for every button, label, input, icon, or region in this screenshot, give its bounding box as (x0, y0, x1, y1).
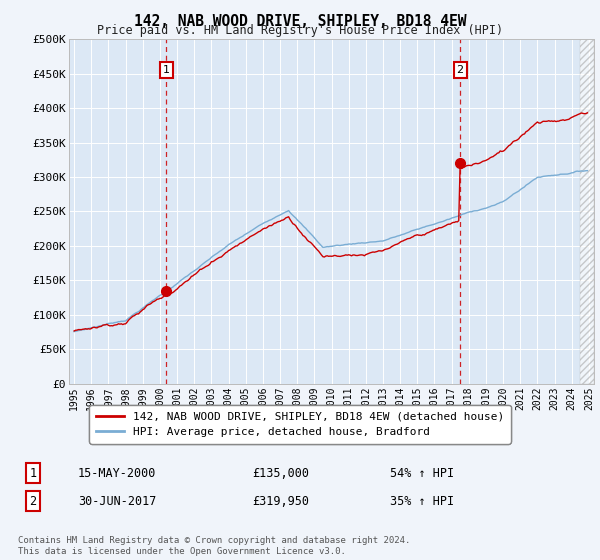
Text: Price paid vs. HM Land Registry's House Price Index (HPI): Price paid vs. HM Land Registry's House … (97, 24, 503, 37)
Text: £135,000: £135,000 (252, 466, 309, 480)
Text: 2: 2 (457, 65, 464, 75)
Text: 35% ↑ HPI: 35% ↑ HPI (390, 494, 454, 508)
Text: 30-JUN-2017: 30-JUN-2017 (78, 494, 157, 508)
Text: 142, NAB WOOD DRIVE, SHIPLEY, BD18 4EW: 142, NAB WOOD DRIVE, SHIPLEY, BD18 4EW (134, 14, 466, 29)
Text: Contains HM Land Registry data © Crown copyright and database right 2024.
This d: Contains HM Land Registry data © Crown c… (18, 536, 410, 556)
Text: 1: 1 (163, 65, 170, 75)
Text: 2: 2 (29, 494, 37, 508)
Text: £319,950: £319,950 (252, 494, 309, 508)
Legend: 142, NAB WOOD DRIVE, SHIPLEY, BD18 4EW (detached house), HPI: Average price, det: 142, NAB WOOD DRIVE, SHIPLEY, BD18 4EW (… (89, 405, 511, 444)
Text: 54% ↑ HPI: 54% ↑ HPI (390, 466, 454, 480)
Text: 15-MAY-2000: 15-MAY-2000 (78, 466, 157, 480)
Text: 1: 1 (29, 466, 37, 480)
